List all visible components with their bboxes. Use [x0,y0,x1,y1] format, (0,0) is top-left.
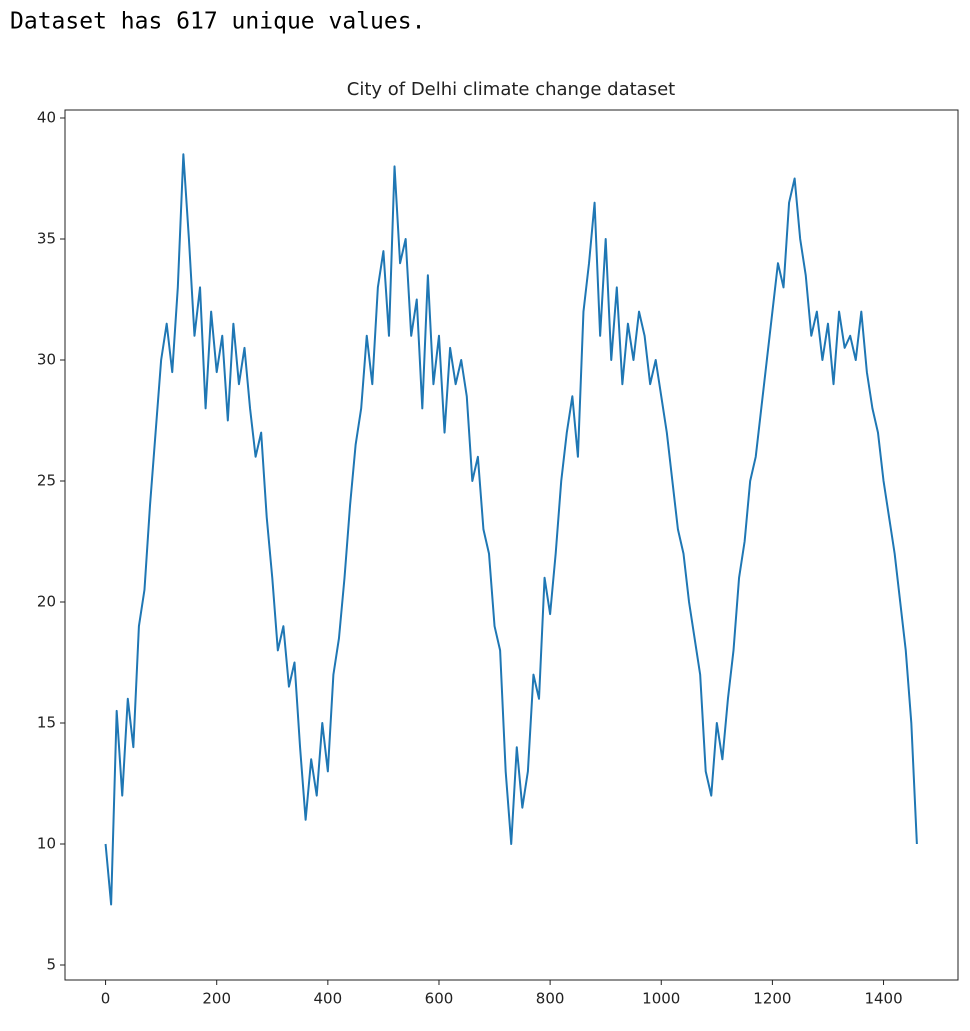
x-tick-label: 400 [314,990,343,1008]
x-tick-label: 1000 [642,990,680,1008]
y-tick-label: 25 [37,471,56,489]
x-tick-label: 1200 [753,990,791,1008]
x-tick-label: 800 [536,990,565,1008]
plot-frame [64,109,959,981]
output-text: Dataset has 617 unique values. [10,9,425,35]
x-tick-label: 0 [101,990,111,1008]
y-tick-label: 5 [46,955,56,973]
y-tick-label: 15 [37,713,56,731]
y-tick-label: 30 [37,350,56,368]
y-tick-label: 40 [37,108,56,126]
x-tick-label: 1400 [864,990,902,1008]
y-tick-label: 35 [37,229,56,247]
y-tick-label: 20 [37,592,56,610]
data-line [104,153,918,906]
chart-title: City of Delhi climate change dataset [347,79,675,100]
x-tick-label: 600 [425,990,454,1008]
y-tick-label: 10 [37,834,56,852]
x-tick-label: 200 [202,990,231,1008]
